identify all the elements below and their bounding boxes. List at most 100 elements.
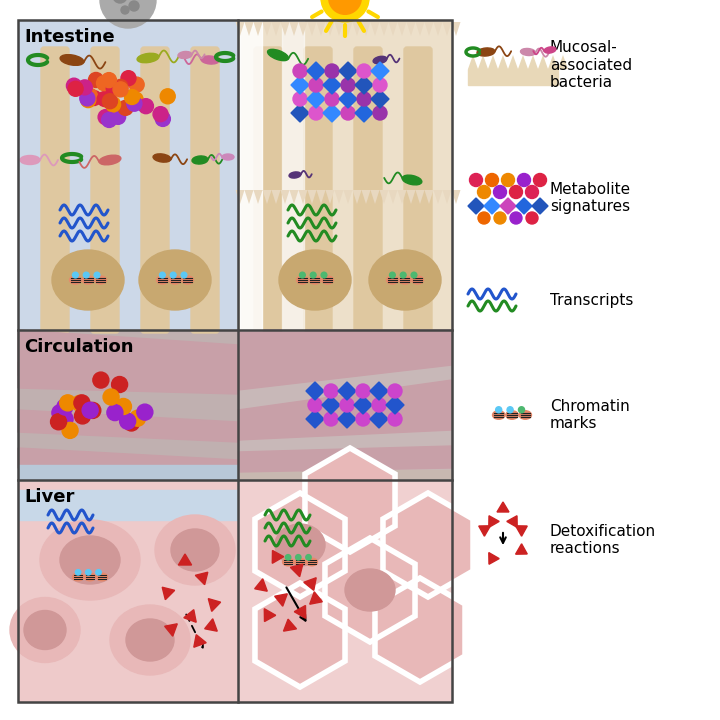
Circle shape xyxy=(373,106,387,120)
Polygon shape xyxy=(310,592,323,604)
Circle shape xyxy=(171,272,176,278)
Circle shape xyxy=(83,89,97,104)
Circle shape xyxy=(300,272,305,278)
Circle shape xyxy=(494,212,506,224)
Circle shape xyxy=(306,554,311,560)
Polygon shape xyxy=(271,22,281,36)
Circle shape xyxy=(57,399,73,415)
Polygon shape xyxy=(306,410,324,428)
Polygon shape xyxy=(497,502,509,512)
FancyBboxPatch shape xyxy=(91,47,119,333)
Polygon shape xyxy=(339,90,357,108)
Polygon shape xyxy=(516,526,527,536)
Ellipse shape xyxy=(181,276,194,284)
Polygon shape xyxy=(323,104,341,122)
Polygon shape xyxy=(325,538,415,642)
Polygon shape xyxy=(361,190,371,204)
Ellipse shape xyxy=(322,276,333,284)
Polygon shape xyxy=(468,55,478,69)
Circle shape xyxy=(73,272,78,278)
Circle shape xyxy=(324,384,338,398)
Polygon shape xyxy=(516,544,527,554)
Polygon shape xyxy=(397,190,407,204)
Circle shape xyxy=(518,174,531,186)
Ellipse shape xyxy=(153,154,171,162)
Circle shape xyxy=(388,384,402,398)
Circle shape xyxy=(97,91,112,107)
Polygon shape xyxy=(479,526,490,536)
Circle shape xyxy=(113,82,128,97)
Ellipse shape xyxy=(309,276,321,284)
Ellipse shape xyxy=(95,276,107,284)
Circle shape xyxy=(285,554,291,560)
Circle shape xyxy=(373,78,387,92)
Polygon shape xyxy=(238,330,452,390)
Circle shape xyxy=(478,212,490,224)
Polygon shape xyxy=(179,554,192,565)
Circle shape xyxy=(469,174,482,186)
Ellipse shape xyxy=(96,573,107,581)
Polygon shape xyxy=(558,55,568,69)
Bar xyxy=(18,330,238,480)
Circle shape xyxy=(411,272,417,278)
Ellipse shape xyxy=(477,48,495,56)
Circle shape xyxy=(325,64,339,78)
Circle shape xyxy=(518,407,525,413)
Polygon shape xyxy=(18,448,238,476)
Circle shape xyxy=(130,410,145,426)
Polygon shape xyxy=(370,410,388,428)
Polygon shape xyxy=(538,55,548,69)
Ellipse shape xyxy=(492,410,505,419)
Circle shape xyxy=(493,186,506,199)
Circle shape xyxy=(113,0,127,3)
Polygon shape xyxy=(500,198,516,214)
Ellipse shape xyxy=(60,55,84,66)
Polygon shape xyxy=(184,610,197,622)
Polygon shape xyxy=(425,190,433,204)
Polygon shape xyxy=(304,577,316,590)
Circle shape xyxy=(96,76,112,91)
Circle shape xyxy=(510,186,523,199)
Polygon shape xyxy=(355,104,373,122)
Polygon shape xyxy=(443,22,451,36)
Polygon shape xyxy=(397,22,407,36)
Polygon shape xyxy=(489,552,499,564)
Polygon shape xyxy=(335,22,343,36)
Circle shape xyxy=(128,92,143,107)
Polygon shape xyxy=(353,22,361,36)
Ellipse shape xyxy=(268,50,289,60)
Bar xyxy=(240,20,262,330)
Polygon shape xyxy=(528,55,538,69)
Polygon shape xyxy=(291,76,309,94)
Ellipse shape xyxy=(60,536,120,584)
Polygon shape xyxy=(317,190,325,204)
Polygon shape xyxy=(407,22,415,36)
Circle shape xyxy=(121,6,129,14)
Ellipse shape xyxy=(73,573,84,581)
Polygon shape xyxy=(415,22,425,36)
Circle shape xyxy=(66,78,81,93)
Bar xyxy=(238,470,452,480)
Ellipse shape xyxy=(412,276,423,284)
Circle shape xyxy=(86,91,102,106)
Ellipse shape xyxy=(282,558,294,566)
Circle shape xyxy=(68,81,83,96)
Polygon shape xyxy=(317,22,325,36)
Polygon shape xyxy=(375,578,465,682)
Bar xyxy=(18,20,238,330)
Circle shape xyxy=(293,64,307,78)
Circle shape xyxy=(181,272,187,278)
Ellipse shape xyxy=(139,250,211,310)
Circle shape xyxy=(75,408,91,424)
Circle shape xyxy=(357,64,371,78)
Circle shape xyxy=(57,411,73,427)
FancyBboxPatch shape xyxy=(254,47,282,333)
Ellipse shape xyxy=(544,47,556,53)
Circle shape xyxy=(84,272,89,278)
Polygon shape xyxy=(195,572,208,585)
Ellipse shape xyxy=(155,515,235,585)
Circle shape xyxy=(112,377,127,392)
Ellipse shape xyxy=(307,558,318,566)
FancyBboxPatch shape xyxy=(404,47,432,333)
Circle shape xyxy=(309,78,323,92)
